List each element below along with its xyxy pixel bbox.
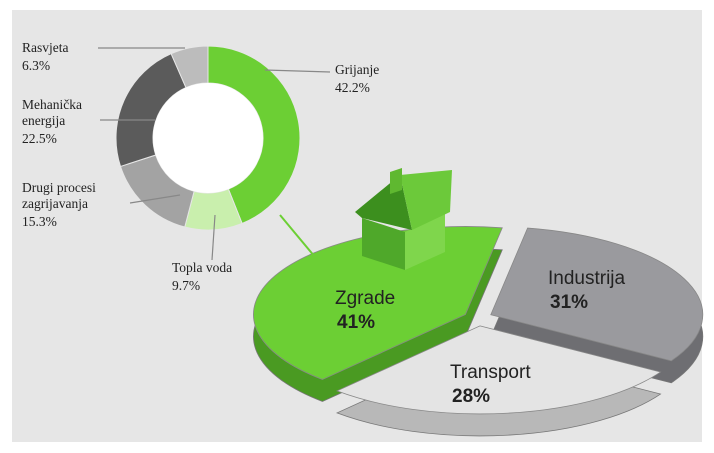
segment-label: Drugi procesi zagrijavanja <box>22 180 96 211</box>
value-label: 42.2% <box>335 80 370 95</box>
value-label: 9.7% <box>172 278 201 293</box>
segment-label: Mehanička energija <box>22 97 82 128</box>
slice-label: Zgrade <box>335 288 396 309</box>
connector <box>279 214 331 276</box>
pie-slice <box>490 227 704 362</box>
leader-lines <box>98 47 331 261</box>
value-label: 28% <box>452 386 491 407</box>
value-label: 6.3% <box>22 58 51 73</box>
slice-label: Transport <box>450 362 531 383</box>
pie-chart <box>253 226 704 437</box>
segment-label: Grijanje <box>335 62 380 77</box>
slice-label: Industrija <box>548 268 626 289</box>
house-icon <box>355 168 452 270</box>
value-label: 15.3% <box>22 214 57 229</box>
leader-line <box>264 69 331 73</box>
leader-line <box>211 214 216 261</box>
value-label: 41% <box>337 312 376 333</box>
donut-chart <box>115 45 301 231</box>
pie-slice <box>335 325 662 415</box>
value-label: 22.5% <box>22 131 57 146</box>
leader-line <box>129 194 181 204</box>
value-label: 31% <box>550 292 589 313</box>
segment-label: Topla voda <box>172 260 233 275</box>
segment-label: Rasvjeta <box>22 40 69 55</box>
donut-hole <box>153 83 263 193</box>
